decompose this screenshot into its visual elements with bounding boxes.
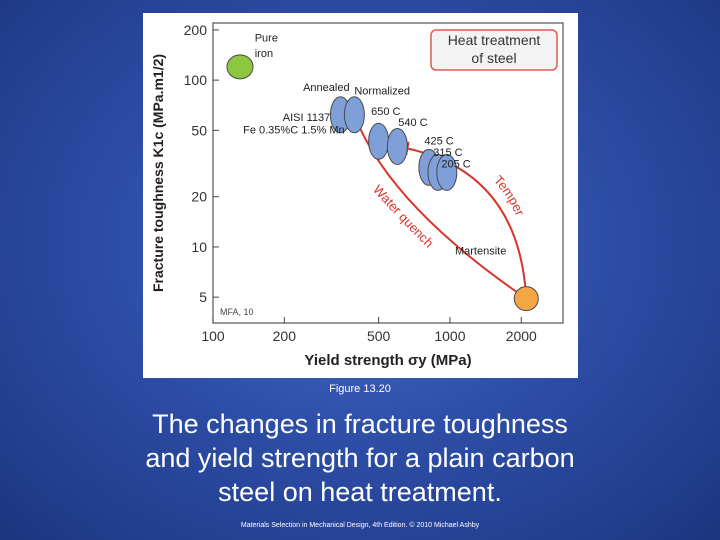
- data-point: [436, 153, 458, 191]
- chart-figure: Heat treatment of steel 100 200 500 1000 200…: [143, 13, 578, 378]
- x-axis-title: Yield strength σy (MPa): [304, 352, 471, 369]
- x-tick-label: 2000: [506, 328, 537, 344]
- y-tick-label: 5: [199, 289, 207, 305]
- y-tick-label: 50: [191, 122, 207, 138]
- slide-text-line-2: and yield strength for a plain carbon: [145, 443, 575, 473]
- y-tick-label: 100: [184, 72, 208, 88]
- x-tick-label: 500: [367, 328, 391, 344]
- chart-credit-label: MFA, 10: [220, 307, 254, 317]
- slide-text: The changes in fracture toughness and yi…: [0, 407, 720, 509]
- data-point: [386, 128, 408, 166]
- x-tick-label: 1000: [434, 328, 465, 344]
- slide-text-line-3: steel on heat treatment.: [218, 477, 502, 507]
- data-point: [343, 96, 365, 134]
- data-point: [368, 122, 390, 160]
- y-tick-label: 200: [184, 22, 208, 38]
- figure-caption: Figure 13.20: [329, 383, 391, 395]
- annotation-label: 425 C: [424, 136, 453, 148]
- annotation-label: Annealed: [303, 82, 350, 94]
- point-group: [226, 54, 539, 312]
- annotation-label: 315 C: [433, 147, 462, 159]
- chart-svg: Heat treatment of steel 100 200 500 1000 200…: [150, 22, 564, 369]
- chart-title-line-1: Heat treatment: [448, 32, 541, 48]
- annotation-label: 540 C: [398, 117, 427, 129]
- annotation-label: Martensite: [455, 246, 506, 258]
- annotation-label: Normalized: [354, 86, 410, 98]
- annotation-label: 205 C: [441, 158, 470, 170]
- annotation-label: Pure: [255, 33, 278, 45]
- annotation-label: iron: [255, 48, 273, 60]
- copyright-credit: Materials Selection in Mechanical Design…: [240, 522, 480, 529]
- y-axis-title: Fracture toughness K1c (MPa.m1/2): [150, 54, 166, 292]
- y-tick-label: 10: [191, 239, 207, 255]
- annotation-label: 650 C: [371, 106, 400, 118]
- heat-treatment-arrow: [353, 114, 529, 301]
- x-tick-label: 200: [273, 328, 297, 344]
- title-box: [430, 29, 558, 71]
- data-point: [226, 54, 254, 80]
- y-tick-label: 20: [191, 189, 207, 205]
- annotation-label: Fe 0.35%C 1.5% Mn: [243, 124, 345, 136]
- data-point: [513, 286, 539, 312]
- slide-text-line-1: The changes in fracture toughness: [152, 409, 568, 439]
- annotation-label: AISI 1137: [283, 112, 331, 124]
- x-tick-label: 100: [201, 328, 225, 344]
- chart-title-line-2: of steel: [471, 50, 516, 66]
- tick-group: 100 200 500 1000 2000 5 10 20 50 100 200: [184, 22, 537, 344]
